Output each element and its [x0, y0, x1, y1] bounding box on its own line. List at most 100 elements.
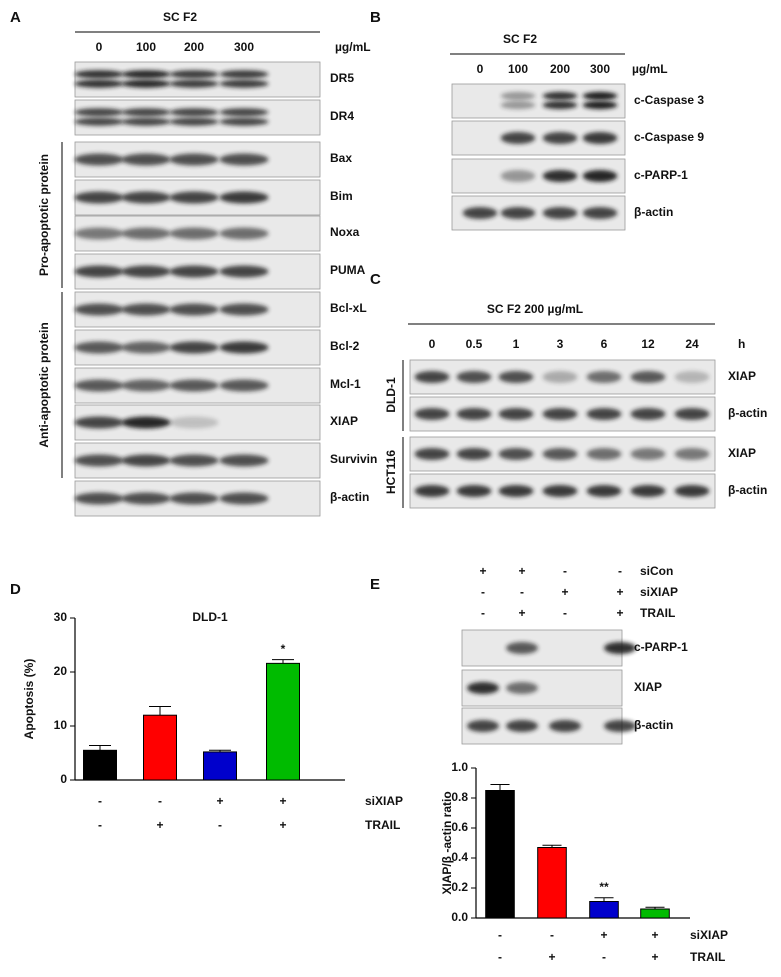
band [169, 416, 219, 429]
condition-name: siXIAP [640, 585, 678, 599]
protein-label: Bcl-xL [330, 301, 367, 315]
band [121, 492, 171, 505]
bar [485, 790, 515, 919]
band [169, 227, 219, 240]
band [169, 117, 219, 126]
protein-label: β-actin [330, 490, 369, 504]
band [586, 485, 622, 497]
band [121, 265, 171, 278]
blot [74, 99, 321, 136]
blot [74, 61, 321, 98]
band [582, 170, 618, 182]
y-tick-label: 0.0 [451, 910, 468, 924]
time: 6 [601, 337, 608, 351]
band [604, 642, 636, 654]
condition: - [98, 818, 102, 832]
band [500, 101, 536, 110]
protein-label: XIAP [330, 414, 358, 428]
band [498, 448, 534, 460]
band [498, 408, 534, 420]
condition: - [98, 794, 102, 808]
y-tick-label: 0 [60, 772, 67, 786]
protein-label: Mcl-1 [330, 377, 361, 391]
band [456, 371, 492, 383]
band [467, 682, 499, 694]
band [674, 371, 710, 383]
dose: 300 [590, 62, 610, 76]
y-tick-label: 20 [54, 664, 68, 678]
band [219, 227, 269, 240]
band [542, 371, 578, 383]
protein-label: β-actin [728, 406, 767, 420]
band [542, 408, 578, 420]
condition: + [651, 928, 658, 942]
condition: - [618, 564, 622, 578]
band [74, 492, 124, 505]
protein-label: c-PARP-1 [634, 168, 688, 182]
protein-label: Bcl-2 [330, 339, 360, 353]
condition: + [600, 928, 607, 942]
band [121, 79, 171, 88]
protein-label: PUMA [330, 263, 366, 277]
dose: 100 [508, 62, 528, 76]
band [582, 101, 618, 110]
time: 1 [513, 337, 520, 351]
y-tick-label: 0.4 [451, 850, 468, 864]
y-tick-label: 10 [54, 718, 68, 732]
band [582, 132, 618, 144]
band [121, 70, 171, 79]
band [169, 70, 219, 79]
band [219, 341, 269, 354]
condition-name: siCon [640, 564, 673, 578]
condition: - [218, 818, 222, 832]
band [169, 265, 219, 278]
y-tick-label: 0.6 [451, 820, 468, 834]
band [674, 485, 710, 497]
band [74, 454, 124, 467]
blot [461, 629, 623, 667]
band [467, 720, 499, 732]
cell-line: HCT116 [384, 450, 398, 494]
protein-label: DR4 [330, 109, 354, 123]
band [506, 682, 538, 694]
band [414, 371, 450, 383]
condition: + [616, 585, 623, 599]
band [219, 379, 269, 392]
band [500, 170, 536, 182]
panel-label: D [10, 581, 21, 598]
condition: - [498, 950, 502, 964]
band [542, 91, 578, 100]
band [542, 101, 578, 110]
bar [83, 749, 117, 781]
band [169, 79, 219, 88]
condition: + [216, 794, 223, 808]
band [506, 720, 538, 732]
condition: - [563, 606, 567, 620]
dose: 100 [136, 40, 156, 54]
condition: + [561, 585, 568, 599]
band [630, 485, 666, 497]
band [121, 416, 171, 429]
band [582, 91, 618, 100]
band [582, 207, 618, 219]
unit: h [738, 337, 745, 351]
protein-label: Noxa [330, 225, 360, 239]
band [121, 191, 171, 204]
condition: + [616, 606, 623, 620]
y-tick-label: 0.2 [451, 880, 468, 894]
band [169, 492, 219, 505]
treatment: SC F2 [163, 10, 197, 24]
band [121, 379, 171, 392]
protein-label: c-PARP-1 [634, 640, 688, 654]
significance: * [281, 642, 286, 656]
condition: + [518, 564, 525, 578]
band [414, 448, 450, 460]
dose: 200 [184, 40, 204, 54]
y-axis-label: XIAP/β -actin ratio [440, 791, 454, 894]
band [169, 454, 219, 467]
condition: - [481, 585, 485, 599]
condition: - [563, 564, 567, 578]
bar [266, 662, 300, 781]
bar [203, 751, 237, 781]
condition: - [481, 606, 485, 620]
